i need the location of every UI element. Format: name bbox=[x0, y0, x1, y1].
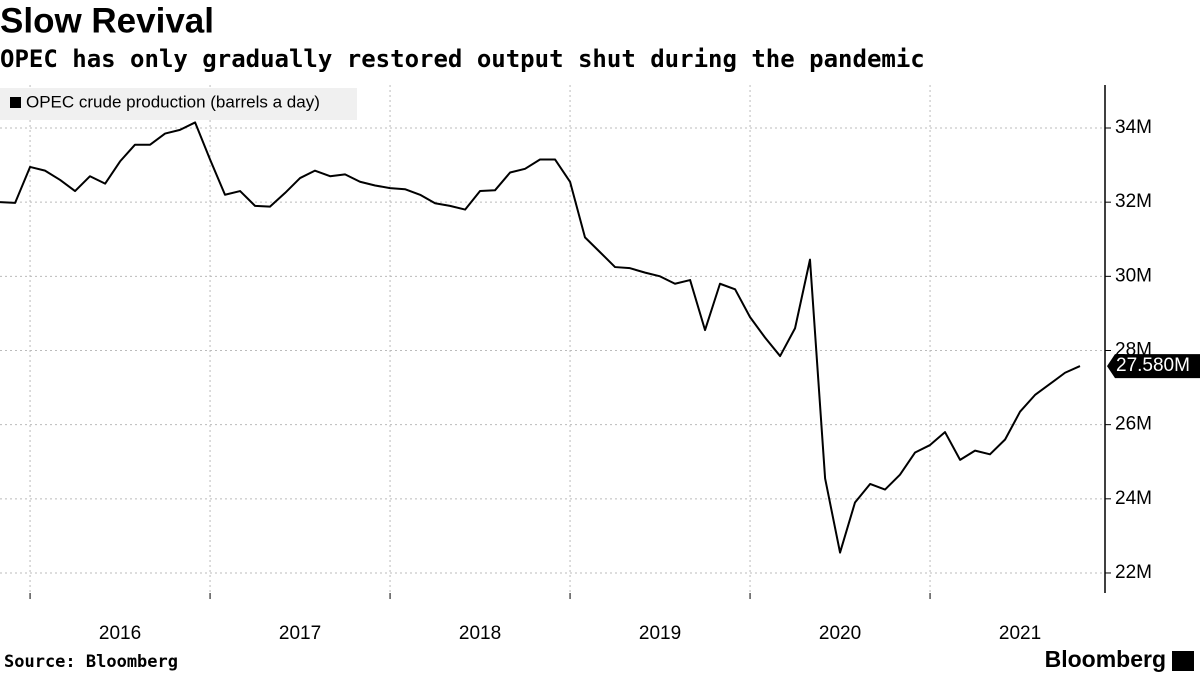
y-tick-label: 22M bbox=[1115, 562, 1152, 583]
x-tick-label: 2019 bbox=[639, 623, 681, 644]
line bbox=[0, 121, 1081, 554]
source: Source: Bloomberg bbox=[4, 652, 178, 672]
chart-subtitle: OPEC has only gradually restored output … bbox=[0, 45, 925, 73]
y-tick-label: 34M bbox=[1115, 117, 1152, 138]
x-tick-label: 2016 bbox=[99, 623, 141, 644]
y-tick-label: 32M bbox=[1115, 191, 1152, 212]
y-tick-label: 24M bbox=[1115, 488, 1152, 509]
brand-icon bbox=[1172, 651, 1194, 671]
x-tick-label: 2021 bbox=[999, 623, 1041, 644]
value-label-box bbox=[1107, 354, 1200, 379]
y-tick-label: 30M bbox=[1115, 265, 1152, 286]
brand: Bloomberg bbox=[1045, 646, 1166, 672]
x-tick-label: 2020 bbox=[819, 623, 861, 644]
x-tick-label: 2017 bbox=[279, 623, 321, 644]
y-tick-label: 26M bbox=[1115, 414, 1152, 435]
legend-box bbox=[0, 88, 357, 120]
legend: OPEC crude production (barrels a day) bbox=[0, 88, 357, 120]
value-label: 27.580M bbox=[1116, 355, 1190, 376]
chart-title: Slow Revival bbox=[0, 1, 214, 40]
legend-label: OPEC crude production (barrels a day) bbox=[26, 92, 320, 111]
legend-swatch bbox=[10, 97, 21, 108]
x-tick-label: 2018 bbox=[459, 623, 501, 644]
